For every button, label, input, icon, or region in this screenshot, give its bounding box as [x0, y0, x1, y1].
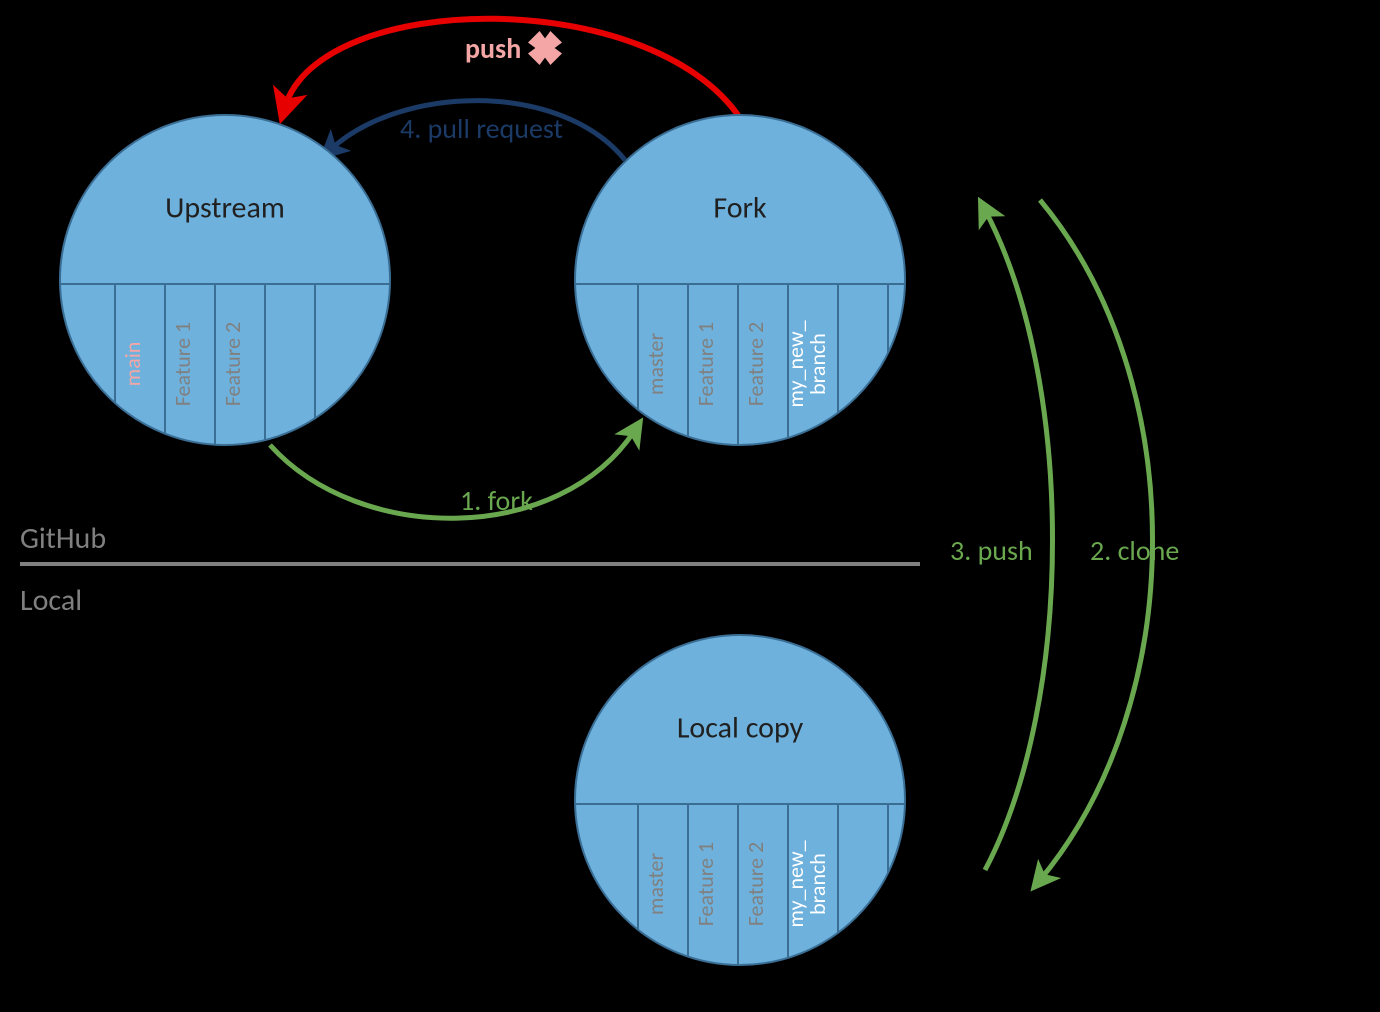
label-push: 3. push [950, 533, 1033, 568]
label-clone: 2. clone [1090, 533, 1179, 568]
branch-label: Feature 2 [742, 322, 769, 406]
label-pull-request: 4. pull request [400, 111, 563, 146]
label-fork: 1. fork [460, 483, 533, 518]
zone-github-label: GitHub [20, 520, 106, 557]
branch-label: Feature 1 [169, 322, 196, 406]
branch-label: Feature 1 [692, 322, 719, 406]
repo-title: Fork [713, 189, 767, 226]
repo-title: Upstream [165, 189, 285, 226]
branch-label: master [642, 853, 669, 916]
branch-label: my_new_branch [782, 840, 831, 927]
branch-label: Feature 1 [692, 842, 719, 926]
zone-local-label: Local [20, 582, 82, 619]
repo-title: Local copy [677, 709, 804, 746]
branch-label: my_new_branch [782, 320, 831, 407]
label-push-denied: push [465, 31, 521, 66]
branch-label: main [119, 342, 146, 387]
branch-label: Feature 2 [742, 842, 769, 926]
branch-label: Feature 2 [219, 322, 246, 406]
branch-label: master [642, 333, 669, 396]
